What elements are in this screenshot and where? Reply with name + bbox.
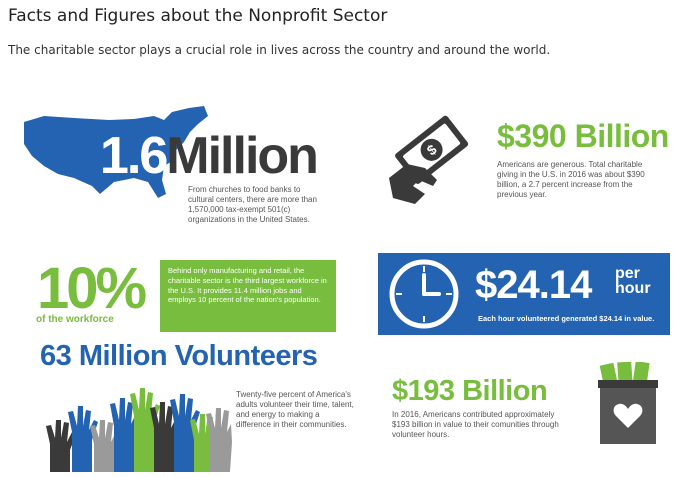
organizations-headline: 1.6Million [100,127,319,185]
donation-box-icon [598,362,658,444]
volunteers-headline: 63 Million Volunteers [40,340,318,372]
hourly-unit-per: per [615,265,640,282]
usa-map-icon [24,106,208,198]
hourly-unit-hour: hour [615,280,651,298]
organizations-number: 1.6 [100,127,168,185]
nonprofit-infographic: 1.6Million From churches to food banks t… [0,90,700,477]
organizations-text: From churches to food banks to cultural … [188,185,317,224]
volunteers-text: Twenty-five percent of America's adults … [236,390,354,429]
workforce-sub: of the workforce [36,314,114,325]
workforce-headline: 10% of the workforce [33,260,159,332]
workforce-text: Behind only manufacturing and retail, th… [160,260,336,332]
hourly-unit: per hour [615,265,651,298]
giving-headline: $390 Billion [497,118,669,154]
hourly-amount: $24.14 [475,263,592,307]
page-title: Facts and Figures about the Nonprofit Se… [8,6,388,26]
money-hand-icon: $ [389,115,469,204]
volunteer-value-headline: $193 Billion [392,375,548,407]
workforce-percent: 10% [37,256,147,321]
giving-text: Americans are generous. Total charitable… [497,160,645,199]
page-intro: The charitable sector plays a crucial ro… [8,43,551,57]
clock-icon [389,259,459,329]
volunteer-value-text: In 2016, Americans contributed approxima… [392,410,559,439]
raised-hands-icon [46,388,232,472]
organizations-word: Million [166,127,319,185]
hourly-caption: Each hour volunteered generated $24.14 i… [478,314,655,323]
